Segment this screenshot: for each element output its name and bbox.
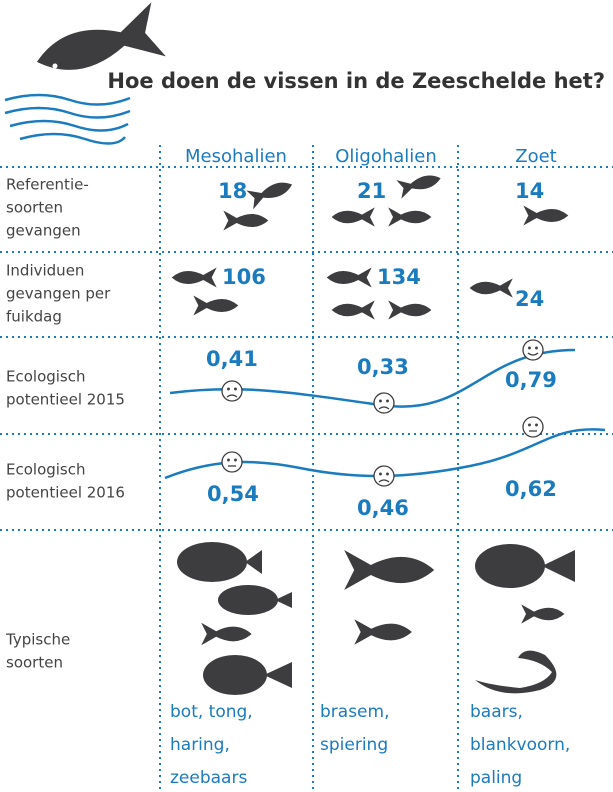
row-label: Referentie- bbox=[6, 176, 89, 194]
species-text: bot, tong, bbox=[170, 702, 253, 722]
cell-value: 21 bbox=[357, 179, 386, 203]
column-header: Oligohalien bbox=[335, 146, 437, 167]
column-header: Mesohalien bbox=[185, 146, 287, 167]
cell-value: 14 bbox=[515, 179, 544, 203]
row-label: soorten bbox=[6, 654, 63, 672]
species-text: haring, bbox=[170, 735, 230, 755]
row-label: gevangen per bbox=[6, 285, 111, 303]
row-label: potentieel 2016 bbox=[6, 484, 125, 502]
column-header: Zoet bbox=[515, 146, 556, 167]
species-silhouettes bbox=[177, 542, 575, 695]
smiley bbox=[523, 417, 543, 437]
row-label: Ecologisch bbox=[6, 461, 86, 479]
species-text: zeebaars bbox=[170, 768, 247, 788]
cell-value: 0,79 bbox=[505, 368, 557, 392]
cell-value: 0,62 bbox=[505, 477, 557, 501]
species-text: spiering bbox=[320, 735, 388, 755]
row-label: Typische bbox=[5, 631, 70, 649]
row-label: potentieel 2015 bbox=[6, 391, 125, 409]
row-label: fuikdag bbox=[6, 308, 62, 326]
row-label: Individuen bbox=[6, 262, 84, 280]
row-label: soorten bbox=[6, 199, 63, 217]
species-text: brasem, bbox=[320, 702, 389, 722]
row-label: Ecologisch bbox=[6, 368, 86, 386]
row-label: gevangen bbox=[6, 222, 81, 240]
species-text: baars, bbox=[470, 702, 523, 722]
smiley bbox=[374, 466, 394, 486]
smiley bbox=[222, 381, 242, 401]
cell-value: 24 bbox=[515, 287, 544, 311]
cell-value: 134 bbox=[377, 265, 421, 289]
cell-value: 106 bbox=[222, 265, 266, 289]
smiley bbox=[523, 340, 543, 360]
title: Hoe doen de vissen in de Zeeschelde het? bbox=[107, 69, 605, 93]
cell-value: 0,33 bbox=[357, 355, 409, 379]
smiley bbox=[222, 452, 242, 472]
cell-value: 0,54 bbox=[207, 482, 259, 506]
smiley bbox=[374, 393, 394, 413]
cell-value: 0,46 bbox=[357, 496, 409, 520]
cell-value: 0,41 bbox=[206, 347, 258, 371]
species-text: paling bbox=[470, 768, 522, 788]
species-text: blankvoorn, bbox=[470, 735, 570, 755]
infographic: Hoe doen de vissen in de Zeeschelde het?… bbox=[0, 0, 613, 792]
cell-value: 18 bbox=[218, 179, 247, 203]
